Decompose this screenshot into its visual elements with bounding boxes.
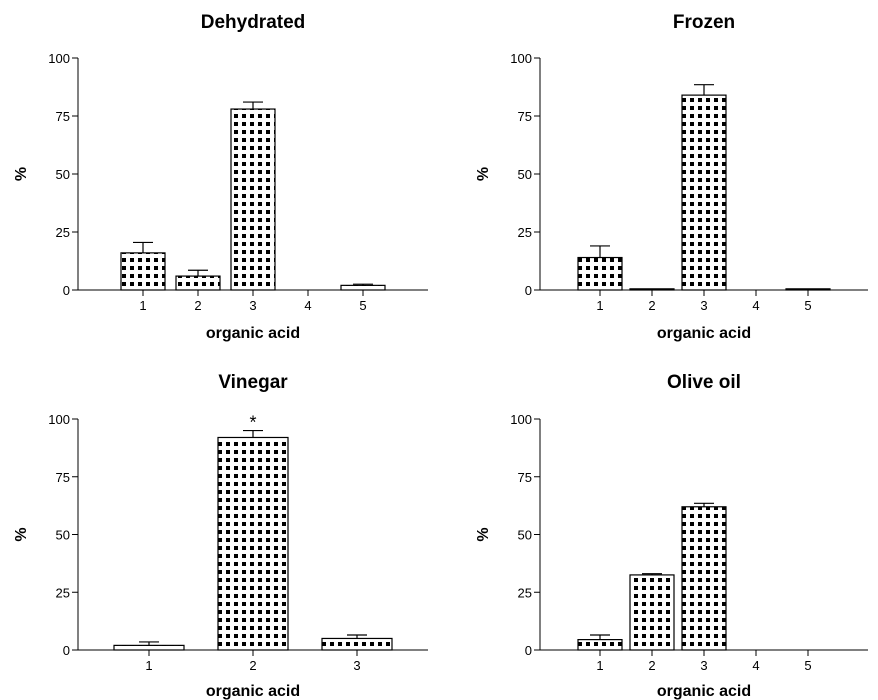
x-axis-label: organic acid	[657, 325, 751, 342]
significance-marker: *	[249, 413, 256, 433]
chart-panel-3: Vinegar 0 25 50 75 100% 1 * 2 3 organic acid	[13, 372, 428, 700]
x-tick-label: 4	[304, 298, 311, 313]
x-axis-label: organic acid	[657, 683, 751, 700]
y-tick-label: 0	[525, 283, 532, 298]
x-axis-label: organic acid	[206, 325, 300, 342]
y-tick-label: 100	[48, 51, 70, 66]
x-tick-label: 5	[804, 658, 811, 673]
y-tick-label: 25	[56, 585, 70, 600]
y-axis-label: %	[13, 167, 30, 181]
bar-1	[577, 256, 623, 291]
x-tick-label: 1	[596, 298, 603, 313]
bar-2	[175, 275, 221, 291]
y-tick-label: 25	[518, 585, 532, 600]
chart-title: Dehydrated	[201, 12, 306, 33]
y-tick-label: 0	[63, 283, 70, 298]
bar-3	[321, 637, 393, 651]
y-tick-label: 100	[510, 412, 532, 427]
y-tick-label: 75	[518, 470, 532, 485]
chart-title: Vinegar	[218, 372, 288, 393]
x-tick-label: 2	[648, 658, 655, 673]
y-tick-label: 75	[56, 109, 70, 124]
y-tick-label: 0	[63, 643, 70, 658]
x-tick-label: 4	[752, 298, 759, 313]
y-tick-label: 25	[518, 225, 532, 240]
chart-panel-2: Frozen 0 25 50 75 100% 1 2 3 4 5 organic acid	[475, 12, 868, 342]
bar-1	[113, 644, 185, 651]
x-tick-label: 2	[194, 298, 201, 313]
y-tick-label: 50	[56, 528, 70, 543]
x-tick-label: 5	[359, 298, 366, 313]
x-tick-label: 3	[249, 298, 256, 313]
y-tick-label: 50	[56, 167, 70, 182]
bar-2	[629, 288, 675, 291]
bar-2	[629, 574, 675, 651]
x-tick-label: 3	[700, 658, 707, 673]
y-axis-label: %	[13, 527, 30, 541]
bar-1	[120, 252, 166, 291]
chart-title: Olive oil	[667, 372, 741, 393]
chart-panel-1: Dehydrated 0 25 50 75 100% 1 2 3 4 5 organic acid	[13, 12, 428, 342]
bar-2	[217, 436, 289, 651]
bar-3	[681, 94, 727, 291]
x-tick-label: 1	[145, 658, 152, 673]
x-tick-label: 1	[139, 298, 146, 313]
y-tick-label: 25	[56, 225, 70, 240]
y-tick-label: 50	[518, 167, 532, 182]
x-tick-label: 3	[700, 298, 707, 313]
y-axis-label: %	[475, 527, 492, 541]
bar-5	[785, 288, 831, 291]
bar-5	[340, 284, 386, 291]
x-tick-label: 2	[249, 658, 256, 673]
bar-1	[577, 639, 623, 651]
y-tick-label: 50	[518, 528, 532, 543]
bar-3	[681, 506, 727, 651]
y-tick-label: 0	[525, 643, 532, 658]
y-axis-label: %	[475, 167, 492, 181]
y-tick-label: 100	[48, 412, 70, 427]
x-tick-label: 5	[804, 298, 811, 313]
chart-panel-4: Olive oil 0 25 50 75 100% 1 2 3 4 5 organic acid	[475, 372, 868, 700]
y-tick-label: 75	[56, 470, 70, 485]
x-tick-label: 1	[596, 658, 603, 673]
bar-3	[230, 108, 276, 291]
chart-title: Frozen	[673, 12, 735, 33]
x-tick-label: 3	[353, 658, 360, 673]
y-tick-label: 100	[510, 51, 532, 66]
x-axis-label: organic acid	[206, 683, 300, 700]
x-tick-label: 4	[752, 658, 759, 673]
x-tick-label: 2	[648, 298, 655, 313]
y-tick-label: 75	[518, 109, 532, 124]
